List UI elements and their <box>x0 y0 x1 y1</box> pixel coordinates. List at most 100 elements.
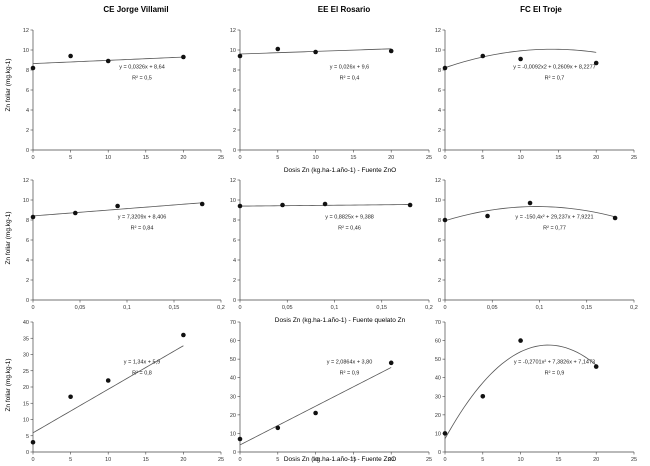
x-axis-label-row-3: Dosis Zn (kg.ha-1.año-1) - Fuente ZnO <box>284 456 396 463</box>
panel-8-y-tick-label: 30 <box>230 394 236 400</box>
panel-6-data-point <box>612 215 618 221</box>
panel-1-data-point <box>105 58 111 64</box>
panel-8-x-tick-label: 5 <box>276 457 279 463</box>
panel-4-y-tick-label: 6 <box>26 238 29 244</box>
panel-1-y-tick-label: 4 <box>26 108 29 114</box>
panel-8-equation: y = 2,0864x + 3,80 <box>327 360 373 366</box>
panel-4-data-point <box>199 201 205 207</box>
panel-9-y-tick-label: 30 <box>435 394 441 400</box>
panel-1-y-tick-label: 0 <box>26 148 29 154</box>
panel-2-data-point <box>275 46 281 52</box>
panel-8-r-squared: R² = 0,9 <box>340 371 360 377</box>
panel-9-trend-line <box>444 344 597 439</box>
panel-2-y-tick-label: 2 <box>233 128 236 134</box>
panel-6-y-tick-label: 0 <box>438 298 441 304</box>
panel-4-x-tick-label: 0,15 <box>169 305 180 311</box>
panel-3-y-tick-label: 2 <box>438 128 441 134</box>
panel-3-data-point <box>480 53 486 59</box>
panel-7-x-tick-label: 10 <box>105 457 111 463</box>
panel-8-y-tick-label: 60 <box>230 339 236 345</box>
panel-3-r-squared: R² = 0,7 <box>545 75 565 81</box>
panel-5-r-squared: R² = 0,46 <box>338 225 361 231</box>
panel-3-x-tick-label: 20 <box>593 155 599 161</box>
panel-6-y-tick-label: 4 <box>438 258 441 264</box>
panel-7-x-tick-label: 20 <box>180 457 186 463</box>
panel-4-y-tick-label: 12 <box>23 178 29 184</box>
panel-9-y-tick-label: 50 <box>435 357 441 363</box>
panel-3-data-point <box>442 65 448 71</box>
panel-4-data-point <box>115 203 120 209</box>
panel-9-x-tick-label: 0 <box>443 457 446 463</box>
panel-8-data-point <box>275 425 281 431</box>
panel-6-x-tick-label: 0,1 <box>536 305 544 311</box>
panel-8-y-tick-label: 50 <box>230 357 236 363</box>
panel-8-data-point <box>388 360 394 366</box>
panel-7-y-tick-label: 10 <box>23 418 29 424</box>
panel-2-y-tick-label: 10 <box>230 48 236 54</box>
panel-7-data-point <box>30 439 36 445</box>
panel-2-equation: y = 0,026x + 9,6 <box>330 64 369 70</box>
panel-5-x-tick-label: 0,05 <box>282 305 293 311</box>
panel-8-x-tick-label: 25 <box>426 457 432 463</box>
panel-6-y-tick-label: 6 <box>438 238 441 244</box>
panel-1-x-tick-label: 15 <box>143 155 149 161</box>
panel-4-y-tick-label: 0 <box>26 298 29 304</box>
panel-1: 0 5 10 15 20 25 0 2 4 6 8 10 12 y = 0,0326x + 8,64 R² … <box>23 28 224 161</box>
panel-6-y-tick-label: 10 <box>435 198 441 204</box>
panel-2-data-point <box>237 53 243 59</box>
panel-7-y-tick-label: 20 <box>23 385 29 391</box>
panel-8-x-tick-label: 20 <box>388 457 394 463</box>
panel-2-x-tick-label: 0 <box>238 155 241 161</box>
panel-7-equation: y = 1,34x + 5,9 <box>124 360 160 366</box>
panel-5-x-tick-label: 0,1 <box>331 305 339 311</box>
panel-5: 0 0,05 0,1 0,15 0,2 0 2 4 6 8 10 12 y = 0,8825x + 9,… <box>230 178 433 311</box>
panel-4-y-tick-label: 8 <box>26 218 29 224</box>
panel-1-x-tick-label: 20 <box>180 155 186 161</box>
panel-7-y-tick-label: 40 <box>23 320 29 326</box>
panel-3-equation: y = -0,0092x2 + 0,2609x + 8,2277 <box>513 64 595 70</box>
y-axis-label-row-2: Zn foliar (mg.kg-1) <box>5 211 12 264</box>
panel-5-y-tick-label: 12 <box>230 178 236 184</box>
panel-3-y-tick-label: 10 <box>435 48 441 54</box>
panel-6-data-point <box>527 200 533 206</box>
panel-4-x-tick-label: 0,2 <box>217 305 225 311</box>
panel-1-x-tick-label: 25 <box>218 155 224 161</box>
panel-3-x-tick-label: 15 <box>555 155 561 161</box>
panel-3-y-tick-label: 6 <box>438 88 441 94</box>
panel-6-trend-line <box>444 206 616 222</box>
panel-1-y-tick-label: 10 <box>23 48 29 54</box>
panel-4-data-point <box>30 214 36 220</box>
panel-3-x-tick-label: 0 <box>443 155 446 161</box>
panel-8-x-tick-label: 10 <box>313 457 319 463</box>
panel-9-y-tick-label: 70 <box>435 320 441 326</box>
panel-2-data-point <box>313 49 318 55</box>
panel-7-y-tick-label: 0 <box>26 450 29 456</box>
panel-6-x-tick-label: 0,2 <box>630 305 638 311</box>
panel-5-x-tick-label: 0 <box>238 305 241 311</box>
panel-7-y-tick-label: 5 <box>26 434 29 440</box>
panel-4-x-tick-label: 0,05 <box>75 305 86 311</box>
panel-9-y-tick-label: 0 <box>438 450 441 456</box>
panel-1-data-point <box>68 53 73 59</box>
panel-5-x-tick-label: 0,15 <box>376 305 387 311</box>
panel-8-x-tick-label: 15 <box>350 457 356 463</box>
panel-6-y-tick-label: 8 <box>438 218 441 224</box>
panel-6-equation: y = -150,4x² + 29,237x + 7,9221 <box>515 214 593 220</box>
panel-7-data-point <box>105 378 111 383</box>
panel-9-data-point <box>518 338 523 343</box>
panel-1-x-tick-label: 10 <box>105 155 111 161</box>
panel-7-y-tick-label: 25 <box>23 369 29 375</box>
column-titles: CE Jorge Villamil EE El Rosario FC El Tr… <box>103 5 562 14</box>
panel-9-x-tick-label: 10 <box>518 457 524 463</box>
panel-3-data-point <box>593 60 599 66</box>
panel-8-y-tick-label: 10 <box>230 431 236 437</box>
panel-1-y-tick-label: 6 <box>26 88 29 94</box>
panel-9-x-tick-label: 5 <box>481 457 484 463</box>
y-axis-label-row-3: Zn foliar (mg.kg-1) <box>5 358 12 411</box>
panel-5-x-tick-label: 0,2 <box>425 305 433 311</box>
panel-2-data-point <box>388 48 394 54</box>
panel-9-x-tick-label: 25 <box>631 457 637 463</box>
panel-8-y-tick-label: 20 <box>230 413 236 419</box>
panel-8-y-tick-label: 40 <box>230 376 236 382</box>
panel-8-y-tick-label: 0 <box>233 450 236 456</box>
